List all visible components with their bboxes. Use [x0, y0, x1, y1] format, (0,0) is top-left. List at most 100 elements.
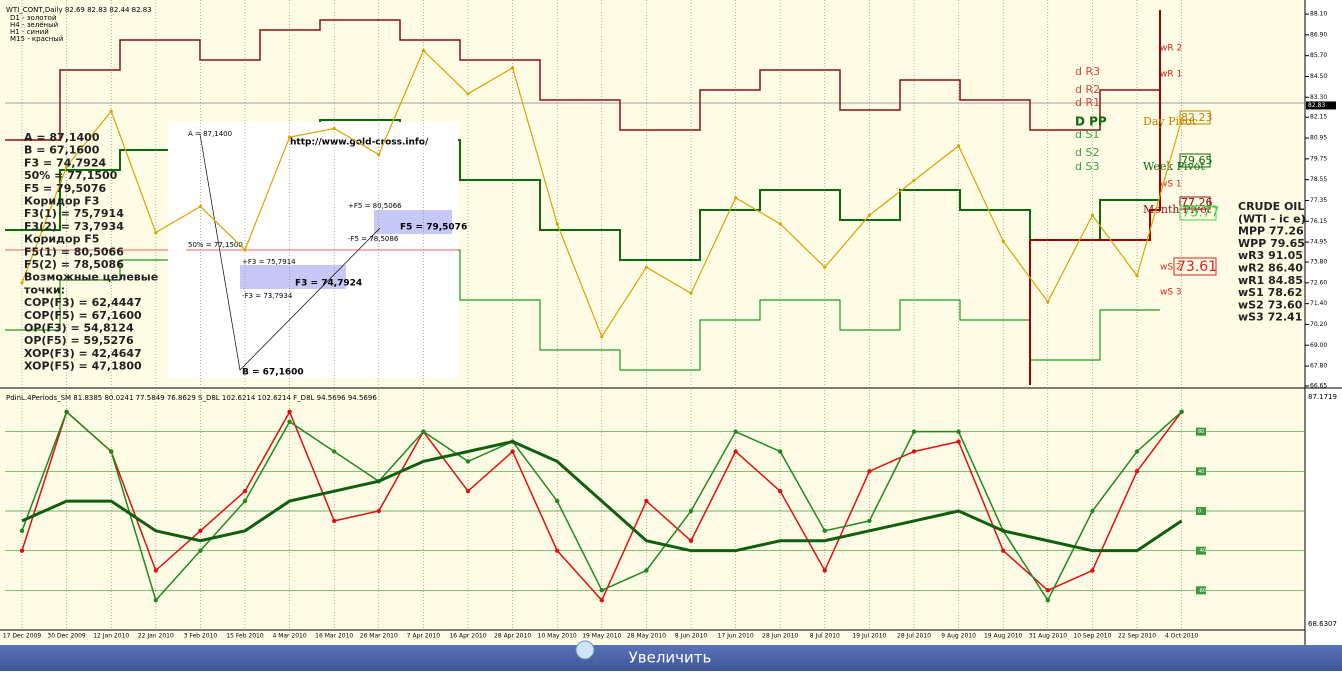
- data-point: [287, 419, 292, 424]
- info-line: wR1 84.85: [1238, 274, 1303, 287]
- fib-note: F3(2) = 73,7934: [24, 220, 124, 233]
- y-tick-label: 66.65: [1310, 383, 1327, 390]
- pivot-r: [5, 19, 1160, 141]
- data-point: [599, 598, 604, 603]
- y-tick-label: 82.15: [1310, 114, 1327, 121]
- pivot-label: d R3: [1075, 65, 1100, 78]
- data-point: [911, 449, 917, 454]
- data-point: [1001, 548, 1006, 553]
- data-point: [332, 126, 336, 131]
- x-tick-label: 22 Jan 2010: [138, 633, 174, 640]
- data-point: [153, 598, 158, 603]
- y-tick-label: 70.20: [1310, 321, 1327, 328]
- data-point: [555, 498, 560, 504]
- data-point: [599, 588, 604, 593]
- data-line: [21, 440, 1183, 553]
- pivot-label: d R1: [1075, 96, 1100, 109]
- x-tick-label: 3 Feb 2010: [184, 633, 218, 640]
- data-point: [153, 568, 158, 573]
- value-box: [1179, 110, 1211, 125]
- inset-f3p: +F3 = 75,7914: [242, 258, 296, 266]
- x-tick-label: 9 Aug 2010: [941, 633, 976, 640]
- inset-f5p: +F5 = 80,5066: [348, 202, 402, 210]
- y-tick-label: 84.50: [1310, 73, 1327, 80]
- info-line: wS3 72.41: [1238, 311, 1302, 324]
- x-tick-label: 22 Sep 2010: [1118, 633, 1156, 640]
- x-tick-label: 12 Jan 2010: [93, 633, 129, 640]
- osc-scale-top: 87.1719: [1308, 393, 1337, 401]
- y-tick-label: 0: [1198, 509, 1201, 515]
- info-line: wR2 86.40: [1238, 262, 1303, 275]
- zoom-button-label[interactable]: Увеличить: [629, 649, 712, 667]
- data-point: [778, 488, 783, 494]
- pivot-label: Day Pivot: [1143, 115, 1197, 128]
- data-point: [1134, 469, 1140, 474]
- data-point: [466, 92, 470, 96]
- tick-box: [1196, 546, 1206, 555]
- fib-note: Возможные целевые: [24, 271, 158, 284]
- data-point: [867, 469, 872, 474]
- data-point: [288, 135, 292, 139]
- y-tick-label: 78.55: [1310, 176, 1327, 183]
- x-tick-label: 7 Apr 2010: [407, 633, 440, 640]
- y-tick-label: 76.15: [1310, 218, 1327, 225]
- pivot-value: 82.23: [1181, 111, 1213, 124]
- fib-note: Коридор F3: [24, 195, 99, 208]
- x-tick-label: 4 Mar 2010: [272, 633, 306, 640]
- data-point: [555, 222, 559, 226]
- legend-item: M15 - красный: [10, 35, 63, 43]
- x-tick-label: 16 Mar 2010: [315, 633, 353, 640]
- data-point: [1090, 213, 1094, 217]
- value-box: [1179, 205, 1217, 221]
- y-tick-label: 74.95: [1310, 239, 1327, 246]
- data-point: [778, 449, 783, 454]
- pivot-label: wS 3: [1160, 288, 1182, 298]
- value-box: [1179, 153, 1211, 168]
- info-line: MPP 77.26: [1238, 225, 1304, 238]
- x-tick-label: 15 Feb 2010: [226, 633, 264, 640]
- chart-header: WTI_CONT,Daily 82.69 82.83 82.44 82.83: [6, 6, 152, 14]
- zoom-button[interactable]: [0, 645, 1342, 671]
- x-tick-label: 10 May 2010: [538, 633, 577, 640]
- data-point: [688, 538, 694, 543]
- data-point: [1179, 409, 1184, 415]
- x-tick-label: 19 Aug 2010: [984, 633, 1023, 640]
- pivot-value: 73.61: [1177, 259, 1217, 275]
- data-point: [19, 548, 25, 553]
- info-line: WPP 79.65: [1238, 237, 1305, 250]
- data-point: [644, 498, 649, 504]
- data-point: [1180, 118, 1184, 122]
- data-point: [912, 178, 916, 183]
- x-tick-label: 4 Oct 2010: [1165, 633, 1198, 640]
- data-point: [644, 265, 649, 269]
- info-line: (WTI - ic e): [1238, 212, 1306, 225]
- inset-f3: F3 = 74,7924: [295, 279, 362, 289]
- pivot-label: Week Pivot: [1143, 160, 1205, 173]
- data-point: [376, 508, 381, 514]
- inset-f5: F5 = 79,5076: [400, 223, 467, 233]
- inset-f3m: -F3 = 73,7934: [242, 292, 293, 300]
- x-tick-label: 28 May 2010: [627, 633, 666, 640]
- y-tick-label: 77.35: [1310, 197, 1327, 204]
- y-tick-label: 72.60: [1310, 279, 1327, 286]
- data-point: [644, 568, 649, 573]
- fib-note: OP(F5) = 59,5276: [24, 334, 134, 347]
- fib-note: COP(F3) = 62,4447: [24, 296, 142, 309]
- tick-box: [1196, 586, 1206, 595]
- data-point: [956, 429, 961, 434]
- data-point: [465, 488, 471, 494]
- y-tick-label: 88.10: [1310, 11, 1327, 18]
- info-line: wR3 91.05: [1238, 249, 1303, 262]
- f3-zone: [240, 265, 346, 289]
- info-line: wS1 78.62: [1238, 286, 1302, 299]
- fib-note: F3(1) = 75,7914: [24, 207, 124, 220]
- data-point: [867, 213, 872, 217]
- x-tick-label: 28 Apr 2010: [494, 633, 531, 640]
- pivot-label: d S2: [1075, 146, 1099, 159]
- fib-note: B = 67,1600: [24, 144, 100, 157]
- y-tick-label: 71.40: [1310, 300, 1327, 307]
- y-tick-label: 85.70: [1310, 52, 1327, 59]
- data-point: [1046, 300, 1050, 304]
